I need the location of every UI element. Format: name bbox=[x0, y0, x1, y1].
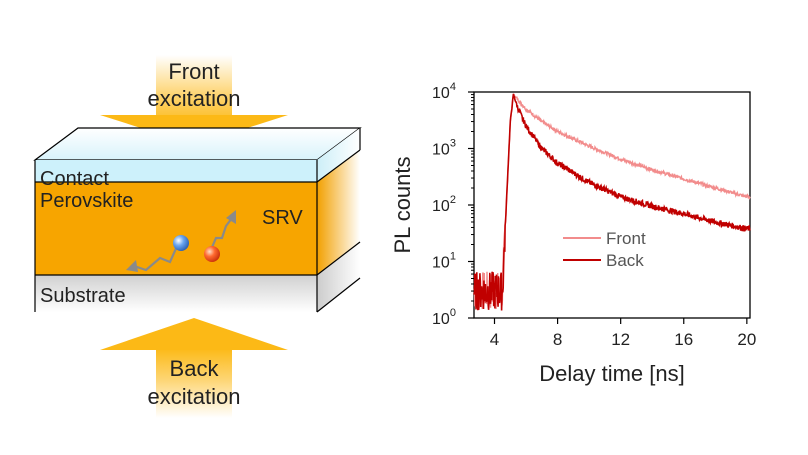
substrate-label: Substrate bbox=[40, 285, 126, 307]
back-excitation-label-line2: excitation bbox=[148, 384, 241, 409]
data-point-front bbox=[525, 108, 527, 110]
data-point-back bbox=[651, 206, 653, 208]
series-back bbox=[473, 93, 751, 311]
x-tick-label: 4 bbox=[490, 330, 499, 349]
data-point-back bbox=[517, 108, 519, 110]
data-point-back bbox=[620, 196, 622, 198]
data-point-front bbox=[683, 178, 685, 180]
electron-diffusion-path bbox=[133, 243, 180, 272]
series-line-back bbox=[473, 93, 751, 311]
data-point-back bbox=[513, 94, 515, 96]
contact-top-face bbox=[33, 127, 362, 161]
ticks-layer: 4 8 12 16 20 100 101 102 103 104 bbox=[432, 81, 756, 349]
x-tick-label: 20 bbox=[737, 330, 756, 349]
electron-path-arrowhead bbox=[126, 260, 138, 272]
data-point-front bbox=[715, 187, 717, 189]
data-point-back bbox=[510, 121, 512, 123]
data-point-front bbox=[557, 131, 559, 133]
legend: Front Back bbox=[563, 229, 646, 270]
hole-path-arrowhead bbox=[226, 210, 236, 224]
back-excitation-arrow bbox=[100, 318, 288, 418]
contact-label: Contact bbox=[40, 168, 109, 190]
data-point-back bbox=[506, 187, 508, 189]
data-point-back bbox=[525, 125, 527, 127]
back-excitation-label-line1: Back bbox=[170, 356, 220, 381]
data-point-back bbox=[715, 221, 717, 223]
device-schematic: Front excitation Back excitation Contact… bbox=[33, 55, 362, 418]
x-tick-label: 8 bbox=[553, 330, 562, 349]
front-excitation-label-line2: excitation bbox=[148, 86, 241, 111]
y-tick-label: 102 bbox=[432, 194, 456, 215]
data-point-front bbox=[620, 158, 622, 160]
perovskite-side-face bbox=[317, 150, 360, 275]
x-tick-label: 16 bbox=[674, 330, 693, 349]
contact-layer bbox=[35, 160, 317, 182]
front-excitation-label-line1: Front bbox=[168, 59, 219, 84]
data-point-front bbox=[651, 169, 653, 171]
legend-label-front: Front bbox=[606, 229, 646, 248]
y-tick-label: 104 bbox=[432, 81, 456, 102]
x-axis-label: Delay time [ns] bbox=[539, 361, 685, 386]
srv-label: SRV bbox=[262, 207, 303, 229]
substrate-layer bbox=[35, 275, 317, 312]
contact-side-face bbox=[317, 128, 360, 182]
plot-frame bbox=[473, 91, 751, 319]
series-line-front bbox=[473, 93, 751, 310]
hole-particle bbox=[204, 246, 220, 262]
data-point-front bbox=[746, 196, 748, 198]
data-point-back bbox=[502, 290, 504, 292]
data-point-back bbox=[541, 148, 543, 150]
y-tick-label: 103 bbox=[432, 138, 456, 159]
legend-label-back: Back bbox=[606, 251, 644, 270]
series-layer bbox=[473, 93, 751, 311]
data-point-back bbox=[557, 162, 559, 164]
y-tick-label: 100 bbox=[432, 307, 456, 328]
data-point-back bbox=[683, 213, 685, 215]
data-point-back bbox=[746, 228, 748, 230]
hole-diffusion-path bbox=[208, 217, 233, 253]
data-point-front bbox=[541, 121, 543, 123]
x-tick-label: 12 bbox=[611, 330, 630, 349]
y-tick-label: 101 bbox=[432, 251, 456, 272]
y-axis-label: PL counts bbox=[390, 156, 415, 253]
data-point-back bbox=[588, 182, 590, 184]
substrate-side-face bbox=[317, 242, 360, 312]
perovskite-label: Perovskite bbox=[40, 190, 133, 212]
series-front bbox=[473, 93, 751, 310]
data-point-front bbox=[588, 145, 590, 147]
perovskite-layer bbox=[35, 182, 317, 275]
electron-particle bbox=[173, 235, 189, 251]
